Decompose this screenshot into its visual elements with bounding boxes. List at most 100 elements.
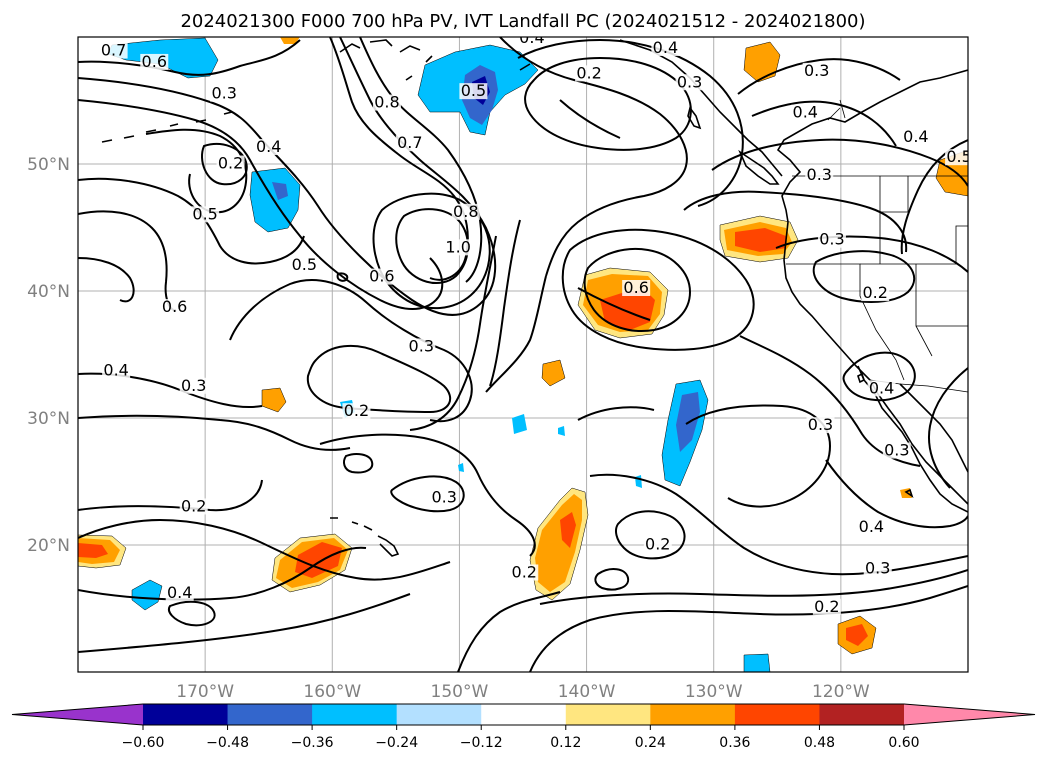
colorbar-tick-label: −0.12	[460, 735, 503, 751]
contour-label: 0.4	[869, 378, 894, 397]
contour-label: 0.3	[409, 336, 434, 355]
contour-line	[559, 99, 621, 139]
contour-line	[78, 518, 451, 581]
gridlines	[78, 37, 968, 672]
contour-label: 0.3	[819, 230, 844, 249]
x-tick-label: 120°W	[812, 682, 870, 702]
contour-label: 0.6	[369, 267, 394, 286]
contour-label: 0.5	[461, 81, 486, 100]
contour-label: 0.7	[397, 133, 422, 152]
shade-negative-5	[512, 414, 527, 434]
borders	[786, 99, 968, 393]
contour-label-bg	[643, 536, 672, 553]
contour-label-bg	[102, 362, 131, 379]
y-axis-ticks: 20°N 30°N 40°N 50°N	[27, 155, 70, 556]
border-california	[786, 263, 905, 381]
contour-line	[711, 138, 968, 187]
shade-positive-5	[261, 387, 287, 413]
colorbar-segment	[565, 704, 651, 725]
contour-line	[577, 287, 651, 321]
contour-label-bg	[861, 285, 890, 302]
shade-positive-2-core	[735, 228, 786, 252]
contour-label: 0.2	[576, 63, 601, 82]
coastline-revillagigedo	[904, 488, 914, 498]
shade-negative-6	[558, 426, 565, 436]
colorbar-tick-label: 0.48	[804, 735, 835, 751]
shading-layer	[78, 37, 968, 672]
contour-label-bg	[160, 299, 189, 316]
shade-positive-6	[541, 359, 566, 387]
colorbar: −0.60 −0.48 −0.36 −0.24 −0.12 0.12 0.24 0.36 0.4…	[11, 703, 1036, 751]
colorbar-segment	[819, 704, 905, 725]
contour-line	[201, 143, 248, 186]
contour-line	[489, 219, 521, 387]
contour-line	[928, 367, 968, 489]
contour-line	[524, 56, 692, 151]
contour-label: 0.3	[808, 415, 833, 434]
contour-line	[390, 475, 465, 513]
colorbar-tick-label: 0.36	[719, 735, 750, 751]
colorbar-segment	[396, 704, 482, 725]
shade-negative-3-core	[272, 182, 288, 200]
contour-label: 0.3	[211, 84, 236, 103]
contour-label-bg	[867, 380, 896, 397]
coastline-north-america	[776, 69, 968, 505]
coastline-alaska-panhandle	[619, 39, 783, 177]
shade-positive-9-core	[78, 543, 108, 558]
contour-label-bg	[459, 83, 488, 100]
colorbar-segment	[227, 704, 313, 725]
colorbar-tick-label: −0.24	[375, 735, 418, 751]
contour-label: 0.2	[344, 401, 369, 420]
contour-label: 0.6	[142, 52, 167, 71]
contour-label-bg	[651, 39, 680, 56]
contour-label-bg	[191, 206, 220, 223]
contour-line	[409, 235, 497, 431]
contour-label: 0.4	[903, 127, 928, 146]
colorbar-segment	[481, 704, 567, 725]
shade-negative-10	[743, 653, 771, 672]
contour-label: 0.4	[167, 583, 192, 602]
contour-label-bg	[372, 94, 401, 111]
contour-line	[78, 39, 301, 76]
contour-label-bg	[945, 149, 968, 166]
coastline-alaska-islands	[339, 39, 531, 81]
contour-line	[485, 275, 547, 393]
shade-negative-3	[249, 167, 301, 233]
contour-label: 0.2	[862, 283, 887, 302]
contour-label: 0.2	[512, 562, 537, 581]
shade-positive-1	[743, 41, 781, 83]
contour-label-bg	[99, 42, 128, 59]
coastline-aleutians	[101, 111, 233, 143]
contour-label: 0.5	[946, 147, 971, 166]
contour-label-bg	[817, 231, 846, 248]
contour-line	[78, 593, 411, 653]
contour-label: 0.6	[162, 297, 187, 316]
colorbar-tick-label: 0.60	[888, 735, 919, 751]
x-tick-label: 170°W	[176, 682, 234, 702]
coastline-haida-gwaii	[687, 106, 702, 130]
contour-label-bg	[806, 417, 835, 434]
contour-line	[395, 208, 469, 285]
contour-label: 0.2	[181, 496, 206, 515]
contour-line	[78, 257, 135, 303]
contour-label-bg	[622, 280, 651, 296]
x-tick-label: 160°W	[303, 682, 361, 702]
y-tick-label: 40°N	[27, 282, 70, 302]
contour-line	[457, 591, 561, 672]
shade-positive-7-core	[560, 512, 576, 548]
colorbar-segment	[312, 704, 398, 725]
contour-label-bg	[444, 239, 473, 256]
contour-line	[306, 344, 452, 414]
contour-label-bg	[407, 338, 436, 355]
contour-label: 0.4	[519, 28, 544, 47]
contour-label-bg	[140, 53, 169, 70]
colorbar-segment	[143, 704, 229, 725]
contour-label: 0.3	[884, 441, 909, 460]
contour-label-bg	[430, 489, 459, 506]
contour-line	[737, 58, 901, 95]
colorbar-extend-max	[904, 704, 1035, 725]
contour-label-bg	[517, 37, 546, 46]
contour-label-bg	[342, 403, 371, 420]
coastline-guadalupe	[857, 372, 865, 384]
